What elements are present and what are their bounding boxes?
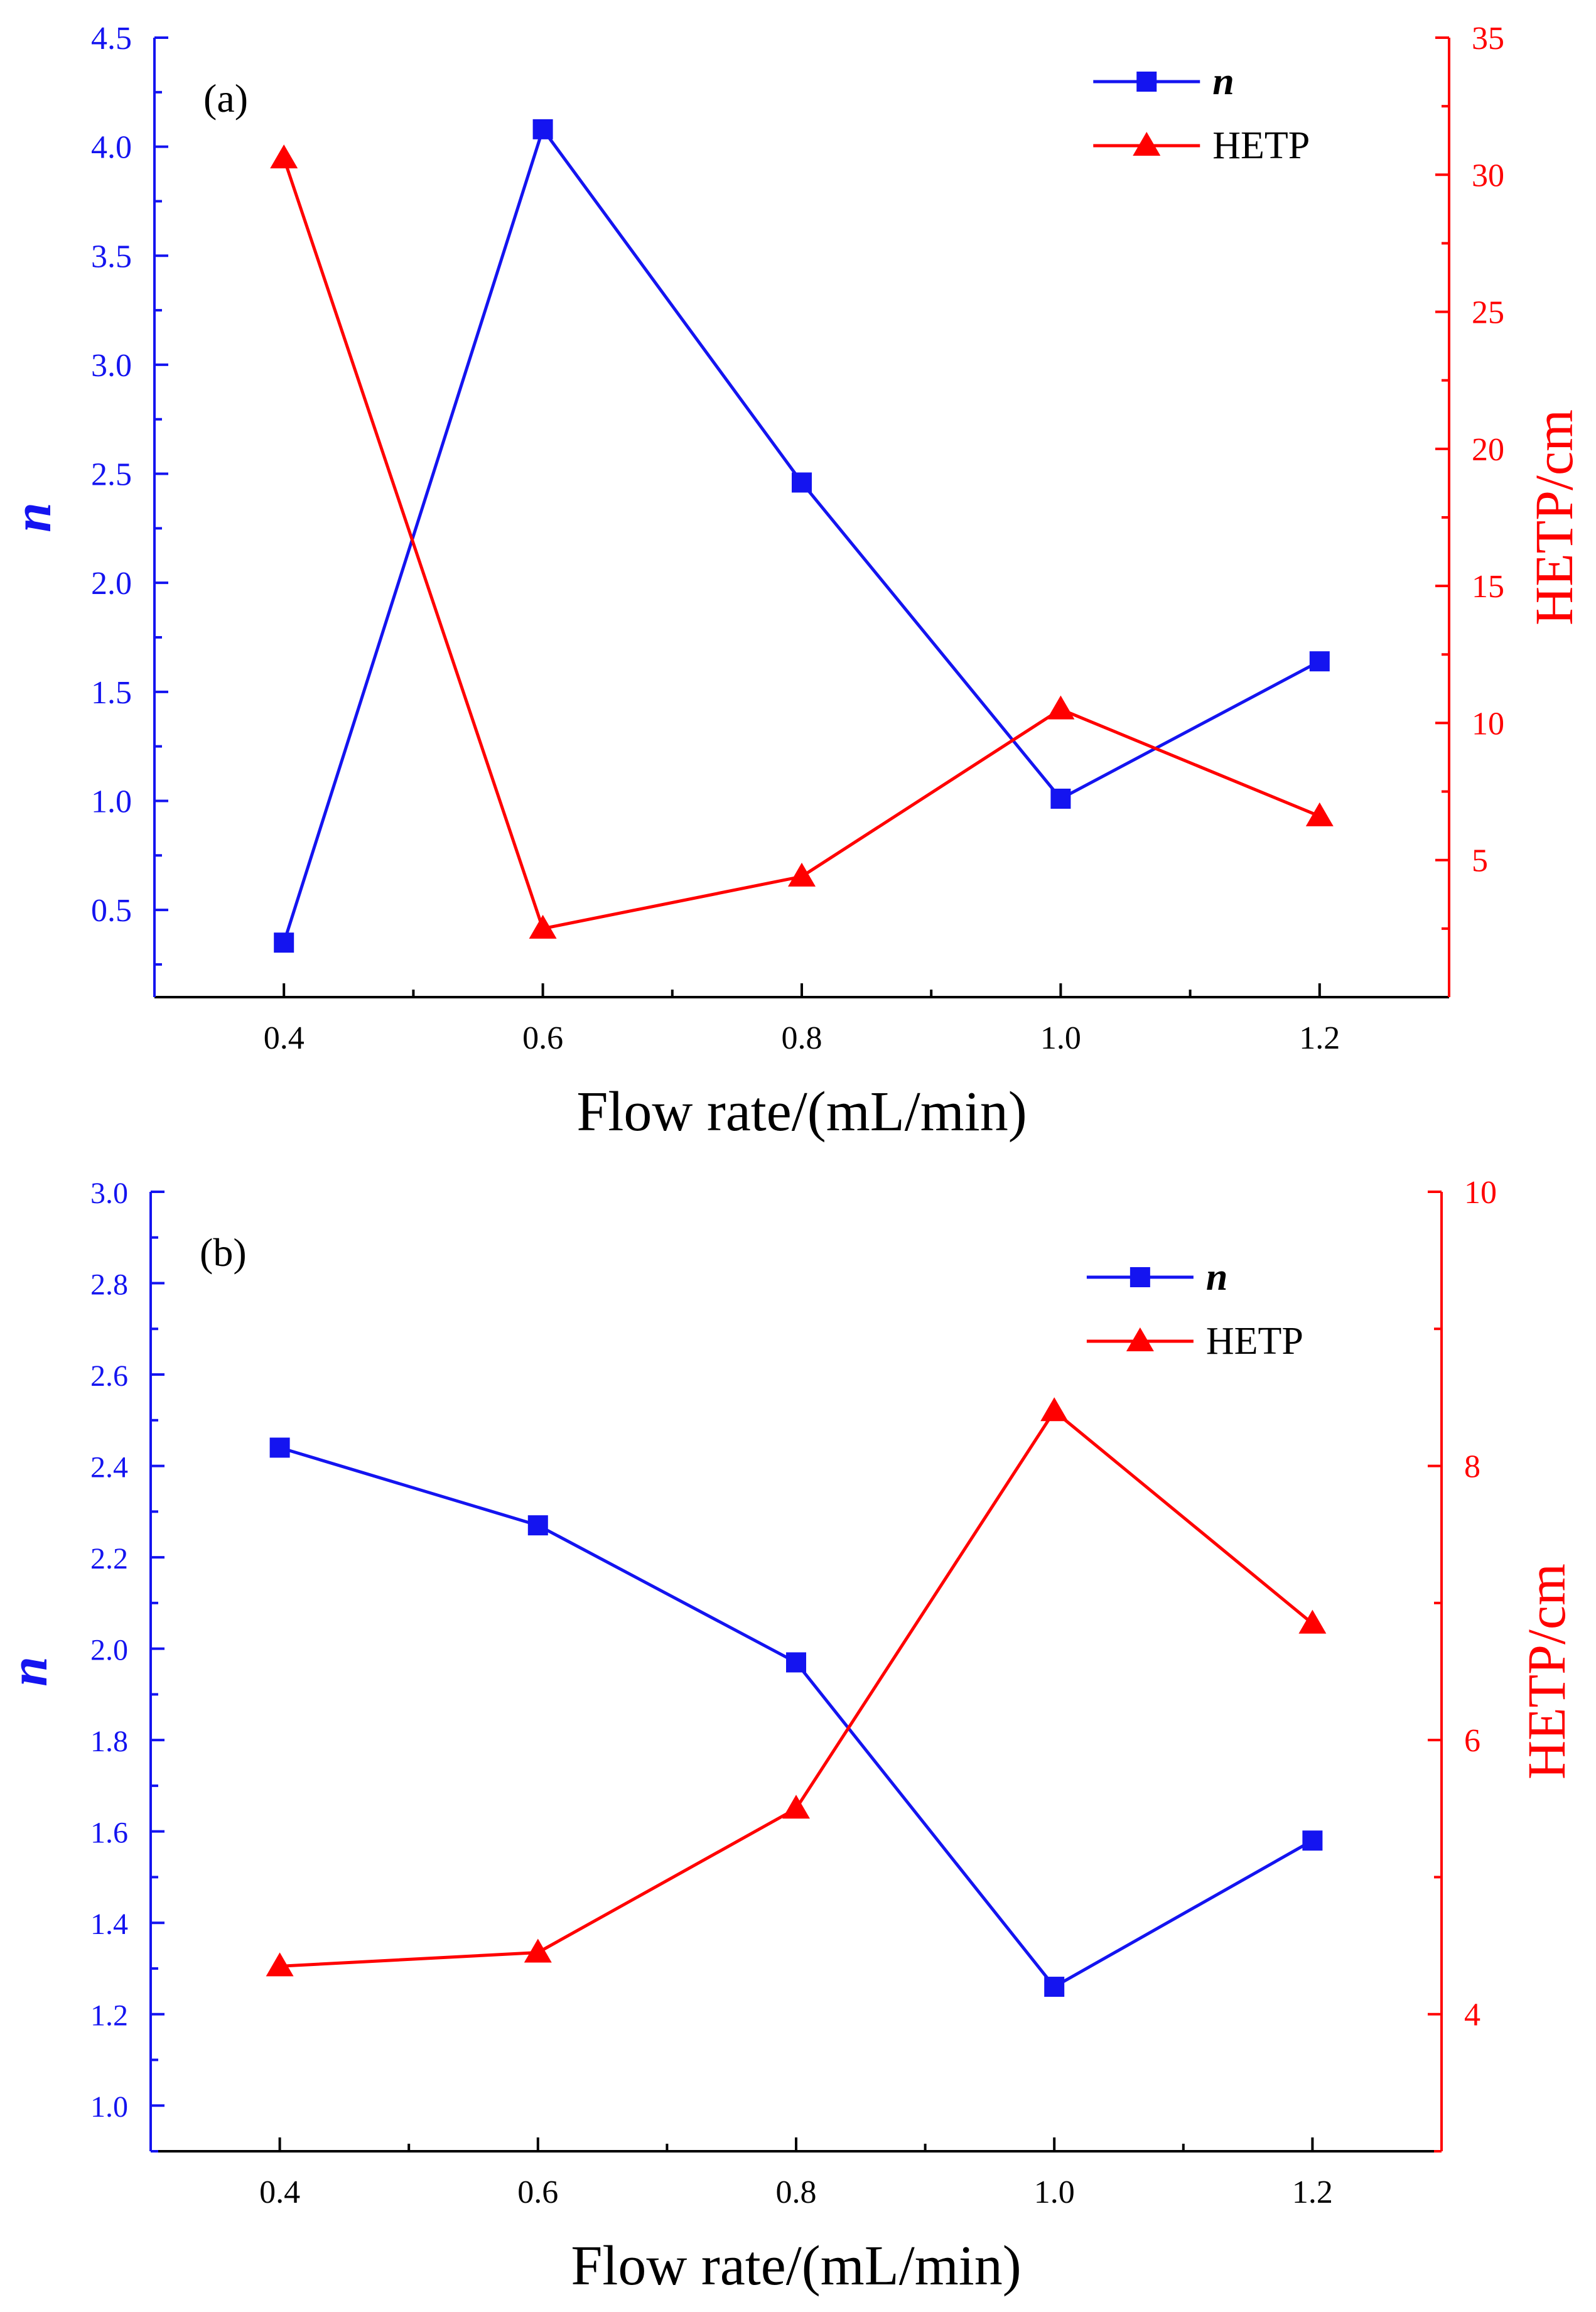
data-point-hetp <box>782 1795 810 1819</box>
right-y-tick-label: 5 <box>1472 843 1488 879</box>
right-y-tick-label: 25 <box>1472 295 1504 331</box>
right-y-tick-label: 10 <box>1464 1175 1497 1211</box>
left-y-tick-label: 2.0 <box>91 566 132 602</box>
legend-marker-n <box>1130 1267 1150 1287</box>
data-point-n <box>269 1437 290 1458</box>
left-y-tick-label: 2.8 <box>90 1268 128 1302</box>
left-y-tick-label: 2.0 <box>90 1634 128 1667</box>
data-point-hetp <box>270 144 298 169</box>
legend-marker-hetp <box>1126 1327 1154 1351</box>
panel-label: (a) <box>203 76 248 121</box>
data-point-hetp <box>524 1938 552 1963</box>
data-point-n <box>786 1652 806 1673</box>
left-y-tick-label: 2.5 <box>91 457 132 493</box>
legend-marker-n <box>1136 72 1157 92</box>
x-axis-title: Flow rate/(mL/min) <box>576 1081 1027 1143</box>
data-point-n <box>1302 1830 1323 1851</box>
left-y-tick-label: 3.0 <box>91 348 132 384</box>
left-y-tick-label: 4.0 <box>91 130 132 166</box>
right-y-tick-label: 10 <box>1472 706 1504 742</box>
legend: n HETP <box>1086 1256 1303 1363</box>
legend-label-n: n <box>1206 1256 1227 1299</box>
x-tick-label: 0.6 <box>517 2174 558 2210</box>
series-line-n <box>279 1446 1313 1989</box>
right-y-tick-label: 4 <box>1464 1997 1480 2033</box>
data-point-hetp <box>788 862 816 887</box>
data-point-n <box>532 119 553 139</box>
left-y-tick-label: 1.6 <box>90 1817 128 1850</box>
legend-marker-hetp <box>1133 132 1161 156</box>
data-point-n <box>792 472 812 493</box>
chart-panel-b: 0.4 0.6 0.8 1.0 1.2 1.0 1.2 1.4 1.6 1.8 2.0 2.2 2.4 2… <box>0 1175 1577 2297</box>
legend: n HETP <box>1093 60 1310 167</box>
right-y-tick-label: 30 <box>1472 158 1504 193</box>
x-axis-title: Flow rate/(mL/min) <box>571 2235 1021 2297</box>
left-y-tick-label: 2.2 <box>90 1542 128 1575</box>
left-y-tick-label: 2.6 <box>90 1359 128 1393</box>
left-y-tick-label: 1.8 <box>90 1725 128 1758</box>
x-tick-label: 0.8 <box>776 2174 817 2210</box>
right-y-tick-label: 20 <box>1472 432 1504 468</box>
right-y-axis-title: HETP/cm <box>1524 409 1584 625</box>
data-point-hetp <box>1298 1609 1327 1634</box>
data-point-n <box>1044 1977 1065 1997</box>
left-y-axis-title: n <box>2 502 62 532</box>
left-y-axis-title: n <box>0 1656 58 1687</box>
chart-panel-a: 0.4 0.6 0.8 1.0 1.2 0.5 1.0 1.5 2.0 2.5 3.0 3.5 4.0 4… <box>2 21 1584 1143</box>
series-line-hetp <box>282 158 1320 931</box>
x-tick-label: 1.0 <box>1040 1020 1081 1056</box>
right-y-axis-title: HETP/cm <box>1516 1564 1577 1780</box>
legend-label-hetp: HETP <box>1212 124 1310 167</box>
left-y-tick-label: 3.5 <box>91 239 132 274</box>
panel-label: (b) <box>200 1230 247 1275</box>
left-y-tick-label: 4.5 <box>91 21 132 57</box>
legend-label-hetp: HETP <box>1206 1320 1303 1363</box>
right-y-tick-label: 8 <box>1464 1449 1480 1485</box>
x-tick-label: 1.0 <box>1034 2174 1075 2210</box>
data-point-n <box>274 932 294 953</box>
legend-label-n: n <box>1212 60 1234 103</box>
x-tick-label: 0.4 <box>259 2174 300 2210</box>
left-y-tick-label: 1.5 <box>91 675 132 711</box>
data-point-hetp <box>529 914 557 939</box>
right-y-tick-label: 6 <box>1464 1723 1480 1759</box>
data-point-hetp <box>1305 802 1334 826</box>
data-point-n <box>1050 788 1071 809</box>
data-point-n <box>527 1515 548 1536</box>
series-line-n <box>282 126 1320 943</box>
left-y-tick-label: 1.2 <box>90 1999 128 2033</box>
left-y-tick-label: 0.5 <box>91 893 132 929</box>
data-point-hetp <box>1040 1397 1069 1422</box>
left-y-tick-label: 1.4 <box>90 1908 128 1941</box>
left-y-tick-label: 3.0 <box>90 1177 128 1210</box>
left-y-tick-label: 2.4 <box>90 1451 128 1484</box>
x-tick-label: 1.2 <box>1299 1020 1340 1056</box>
data-point-hetp <box>1047 695 1075 720</box>
left-y-tick-label: 1.0 <box>91 784 132 819</box>
data-point-n <box>1309 651 1330 672</box>
right-y-tick-label: 15 <box>1472 569 1504 605</box>
x-tick-label: 1.2 <box>1292 2174 1333 2210</box>
x-tick-label: 0.6 <box>522 1020 563 1056</box>
right-y-tick-label: 35 <box>1472 21 1504 57</box>
data-point-hetp <box>266 1952 294 1977</box>
x-tick-label: 0.4 <box>264 1020 305 1056</box>
left-y-tick-label: 1.0 <box>90 2090 128 2124</box>
x-tick-label: 0.8 <box>782 1020 822 1056</box>
